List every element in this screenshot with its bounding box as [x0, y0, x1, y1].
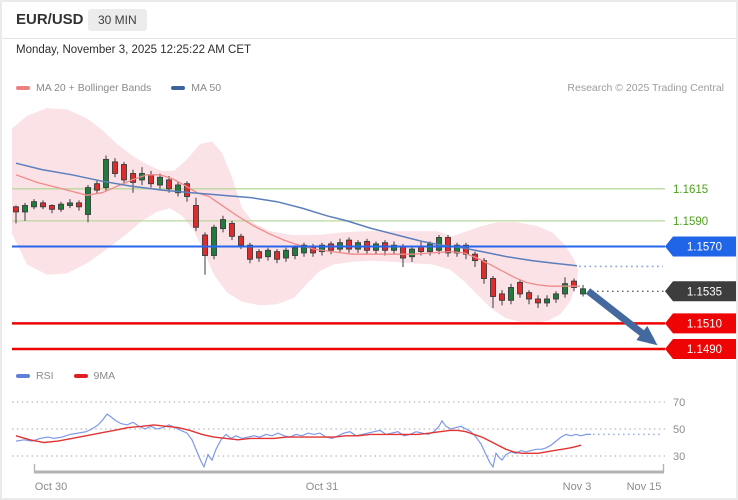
- rsi-pane-legend: RSI 9MA: [16, 370, 724, 382]
- ma50-legend-label: MA 50: [191, 82, 222, 94]
- level-label-1.1590: 1.1590: [673, 216, 708, 228]
- bollinger-band-area: [12, 108, 578, 324]
- rsi-legend-swatch: [16, 374, 30, 378]
- symbol-title: EUR/USD: [16, 11, 84, 28]
- level-badge-label: 1.1535: [687, 286, 722, 298]
- ma20-bollinger-legend-label: MA 20 + Bollinger Bands: [36, 82, 152, 94]
- rsi-tick-label-50: 50: [673, 424, 685, 436]
- time-axis-label: Nov 15: [627, 481, 662, 493]
- level-badge-label: 1.1490: [687, 344, 722, 356]
- rsi-line: [15, 413, 591, 469]
- level-badge-1.1535: [665, 281, 736, 302]
- level-badge-1.1570: [665, 236, 736, 257]
- price-pane-legend: MA 20 + Bollinger Bands MA 50 Research ©…: [16, 82, 724, 94]
- level-badge-1.1490: [665, 339, 736, 359]
- ma9-legend-label: 9MA: [93, 370, 116, 382]
- forecast-arrow: [585, 288, 658, 346]
- rsi-ma9-line: [15, 424, 582, 454]
- level-label-1.1615: 1.1615: [673, 184, 708, 196]
- level-badge-label: 1.1510: [687, 318, 722, 330]
- timeframe-badge[interactable]: 30 MIN: [88, 9, 147, 31]
- chart-datetime: Monday, November 3, 2025 12:25:22 AM CET: [16, 44, 252, 56]
- header: EUR/USD 30 MIN: [2, 2, 736, 39]
- time-axis-label: Oct 30: [35, 481, 67, 493]
- time-axis-label: Nov 3: [563, 481, 592, 493]
- ma9-legend-swatch: [73, 374, 88, 378]
- ma20-bollinger-legend-swatch: [16, 86, 30, 90]
- ma50-line: [15, 162, 578, 267]
- rsi-tick-label-30: 30: [673, 451, 685, 463]
- rsi-legend-label: RSI: [36, 370, 54, 382]
- ma50-legend-swatch: [171, 86, 186, 90]
- level-badge-1.1510: [665, 313, 736, 334]
- time-axis-label: Oct 31: [306, 481, 338, 493]
- research-credit: Research © 2025 Trading Central: [567, 82, 724, 94]
- rsi-tick-label-70: 70: [673, 397, 685, 409]
- level-badge-label: 1.1570: [687, 242, 722, 254]
- ma20-line: [15, 174, 580, 287]
